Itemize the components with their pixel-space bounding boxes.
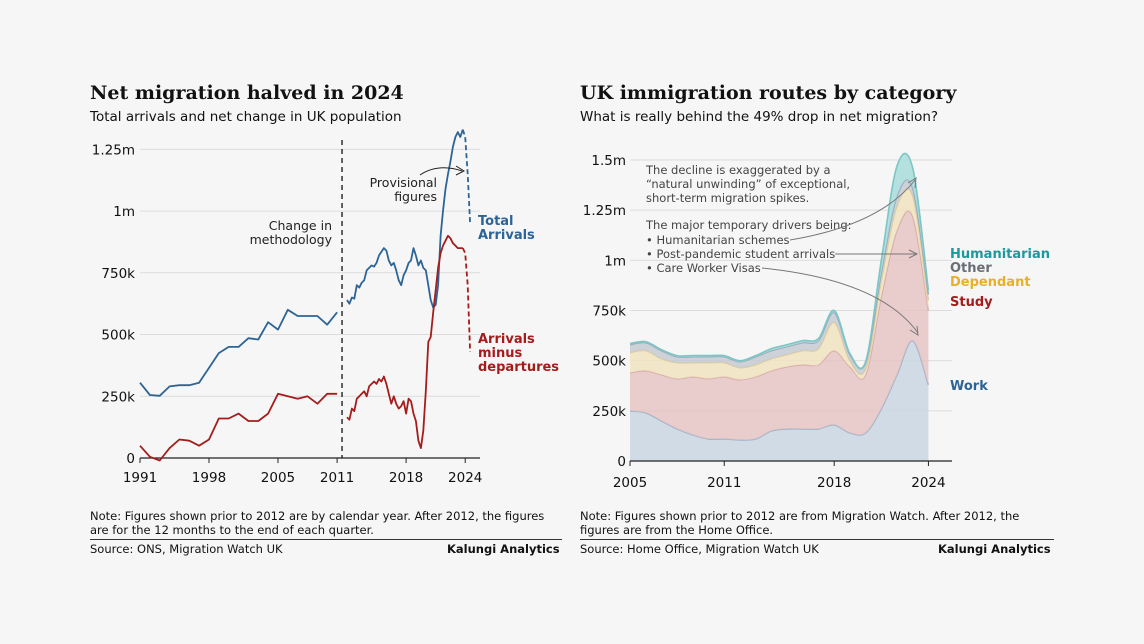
left-note: Note: Figures shown prior to 2012 are by… [90,509,545,537]
right-chart-subtitle: What is really behind the 49% drop in ne… [580,109,939,125]
net-label-line3: departures [478,360,559,375]
left-chart-subtitle: Total arrivals and net change in UK popu… [90,109,402,125]
right-note: Note: Figures shown prior to 2012 are fr… [580,509,1020,537]
left-x-tick-label: 2024 [448,470,482,486]
net-line [346,234,463,450]
left-chart: 0 250k 500k 750k 1m 1.25m 1991 1998 2005 2011 2018… [92,129,559,486]
right-brand: Kalungi Analytics [938,542,1051,556]
left-axes: 0 250k 500k 750k 1m 1.25m 1991 1998 2005 2011 2018… [92,142,483,486]
net-label-line1: Arrivals [478,332,535,347]
net-line [139,392,338,462]
right-panel: UK immigration routes by category What i… [580,80,1055,126]
provisional-annotation-line2: figures [394,189,437,204]
left-gridlines [140,148,480,397]
left-y-tick-label: 500k [101,328,135,344]
left-brand: Kalungi Analytics [447,542,560,556]
left-y-tick-label: 1.25m [92,142,135,158]
provisional-arrowhead [455,165,466,176]
left-x-tick-label: 2018 [389,470,423,486]
left-series-lines [139,129,471,462]
arrivals-line [139,308,338,397]
net-line-provisional [461,247,471,352]
right-chart-title: UK immigration routes by category [580,82,957,104]
left-panel: Net migration halved in 2024 Total arriv… [90,80,562,126]
left-y-tick-label: 1m [113,204,135,220]
total-arrivals-label-line1: Total [478,214,514,229]
left-x-tick-label: 2005 [261,470,295,486]
left-x-tick-label: 2011 [320,470,354,486]
left-x-tick-label: 1991 [123,470,157,486]
total-arrivals-label-line2: Arrivals [478,228,535,243]
provisional-annotation-line1: Provisional [370,175,437,190]
right-source: Source: Home Office, Migration Watch UK [580,542,819,556]
methodology-annotation-line1: Change in [269,218,332,233]
arrivals-line [346,129,464,309]
net-label-line2: minus [478,346,523,361]
right-rule [580,539,1054,540]
left-chart-title: Net migration halved in 2024 [90,82,404,104]
provisional-arrow [419,167,463,176]
methodology-annotation-line2: methodology [250,232,333,247]
left-y-tick-label: 250k [101,389,135,405]
left-source: Source: ONS, Migration Watch UK [90,542,283,556]
left-rule [90,539,562,540]
left-y-tick-label: 750k [101,266,135,282]
left-x-tick-label: 1998 [192,470,226,486]
left-y-tick-label: 0 [126,451,135,467]
arrivals-line-provisional [461,129,471,224]
